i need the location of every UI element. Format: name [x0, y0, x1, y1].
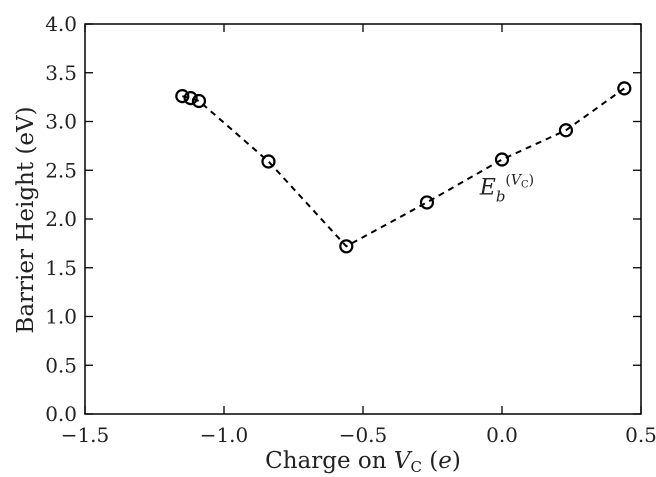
data-point: [558, 123, 574, 138]
data-point: [494, 152, 510, 167]
data-point: [261, 154, 276, 169]
y-tick-label: 3.0: [45, 110, 77, 134]
y-tick-label: 1.0: [45, 305, 77, 329]
plot-area: −1.5 −1.0 −0.5 0.0 0.5 0.0 0.5 1.0 1.5 2.0 2.5 3.0…: [45, 12, 656, 447]
data-point: [191, 93, 207, 109]
y-tick-label: 0.5: [45, 353, 77, 377]
x-axis-ticks: −1.5 −1.0 −0.5 0.0 0.5: [61, 24, 656, 447]
data-point: [617, 81, 632, 96]
data-point: [419, 195, 435, 210]
data-point: [183, 90, 198, 106]
y-axis-label: Barrier Height (eV): [13, 106, 39, 333]
y-tick-label: 4.0: [45, 12, 77, 36]
y-tick-label: 2.5: [45, 158, 77, 182]
y-tick-label: 2.0: [45, 207, 77, 231]
x-tick-label: −1.5: [61, 423, 110, 447]
x-axis-label: Charge on VC (e): [265, 448, 461, 476]
x-tick-label: −0.5: [339, 423, 388, 447]
data-points: [175, 81, 632, 254]
series-annotation: Eb(VC): [479, 173, 534, 206]
data-point: [175, 89, 190, 104]
x-tick-label: 0.0: [486, 423, 518, 447]
plot-frame: [84, 23, 642, 415]
data-point: [339, 239, 354, 254]
y-axis-ticks: 0.0 0.5 1.0 1.5 2.0 2.5 3.0 3.5 4.0: [45, 12, 641, 426]
x-tick-label: −1.0: [200, 423, 249, 447]
y-tick-label: 3.5: [45, 61, 77, 85]
x-tick-label: 0.5: [625, 423, 656, 447]
series-line: [182, 87, 625, 248]
y-tick-label: 0.0: [45, 402, 77, 426]
y-tick-label: 1.5: [45, 256, 77, 280]
